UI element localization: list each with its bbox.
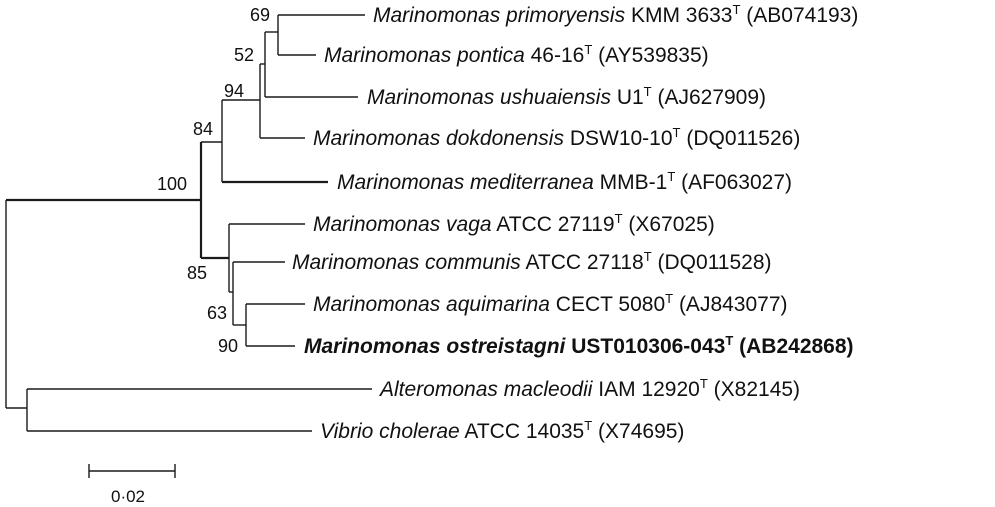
bootstrap-value: 63	[207, 303, 227, 323]
bootstrap-values: 69 52 94 84 100 85 63 90	[157, 5, 270, 356]
bootstrap-value: 94	[224, 81, 244, 101]
scale-bar-label: 0·02	[111, 487, 145, 506]
bootstrap-value: 100	[157, 174, 187, 194]
taxon-label: Marinomonas mediterranea MMB-1T (AF06302…	[337, 169, 792, 194]
scale-bar: 0·02	[88, 464, 176, 506]
taxon-label: Alteromonas macleodii IAM 12920T (X82145…	[378, 376, 800, 401]
bootstrap-value: 85	[187, 263, 207, 283]
taxon-label: Marinomonas vaga ATCC 27119T (X67025)	[313, 211, 715, 236]
taxon-label: Marinomonas pontica 46-16T (AY539835)	[324, 42, 709, 67]
bootstrap-value: 52	[234, 45, 254, 65]
taxon-label: Marinomonas ushuaiensis U1T (AJ627909)	[367, 84, 766, 109]
taxon-labels: Marinomonas primoryensis KMM 3633T (AB07…	[292, 2, 858, 443]
taxon-label: Marinomonas primoryensis KMM 3633T (AB07…	[373, 2, 858, 27]
tree-branches	[5, 14, 372, 432]
taxon-label: Marinomonas dokdonensis DSW10-10T (DQ011…	[313, 125, 800, 150]
bootstrap-value: 69	[250, 5, 270, 25]
bootstrap-value: 84	[193, 119, 213, 139]
taxon-label: Marinomonas aquimarina CECT 5080T (AJ843…	[313, 291, 788, 316]
taxon-label: Marinomonas communis ATCC 27118T (DQ0115…	[292, 249, 772, 274]
taxon-label-highlighted: Marinomonas ostreistagni UST010306-043T …	[304, 333, 854, 358]
taxon-label: Vibrio cholerae ATCC 14035T (X74695)	[320, 418, 684, 443]
bootstrap-value: 90	[218, 336, 238, 356]
scale-bar-line	[88, 464, 176, 478]
